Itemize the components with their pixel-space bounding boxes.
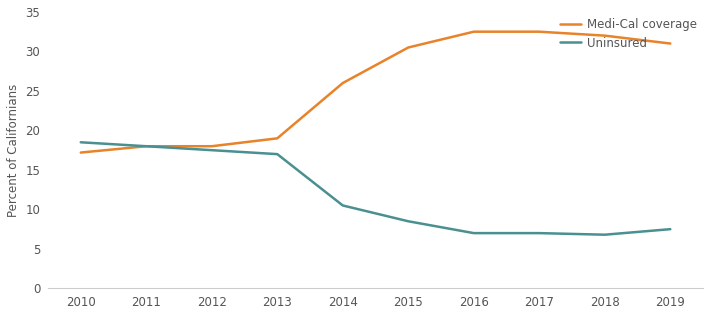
Uninsured [273,152,282,156]
Medi-Cal coverage [207,144,216,148]
Medi-Cal coverage [666,42,674,46]
Medi-Cal coverage [142,144,151,148]
Uninsured [77,140,85,144]
Uninsured [339,204,347,207]
Medi-Cal coverage [469,30,478,33]
Uninsured [469,231,478,235]
Line: Medi-Cal coverage: Medi-Cal coverage [81,32,670,153]
Line: Uninsured: Uninsured [81,142,670,235]
Medi-Cal coverage [273,137,282,140]
Uninsured [666,227,674,231]
Legend: Medi-Cal coverage, Uninsured: Medi-Cal coverage, Uninsured [560,18,697,50]
Uninsured [601,233,609,237]
Uninsured [535,231,544,235]
Medi-Cal coverage [404,46,413,49]
Uninsured [142,144,151,148]
Uninsured [207,148,216,152]
Medi-Cal coverage [339,81,347,85]
Y-axis label: Percent of Californians: Percent of Californians [7,83,20,217]
Medi-Cal coverage [535,30,544,33]
Medi-Cal coverage [77,151,85,155]
Uninsured [404,219,413,223]
Medi-Cal coverage [601,34,609,38]
